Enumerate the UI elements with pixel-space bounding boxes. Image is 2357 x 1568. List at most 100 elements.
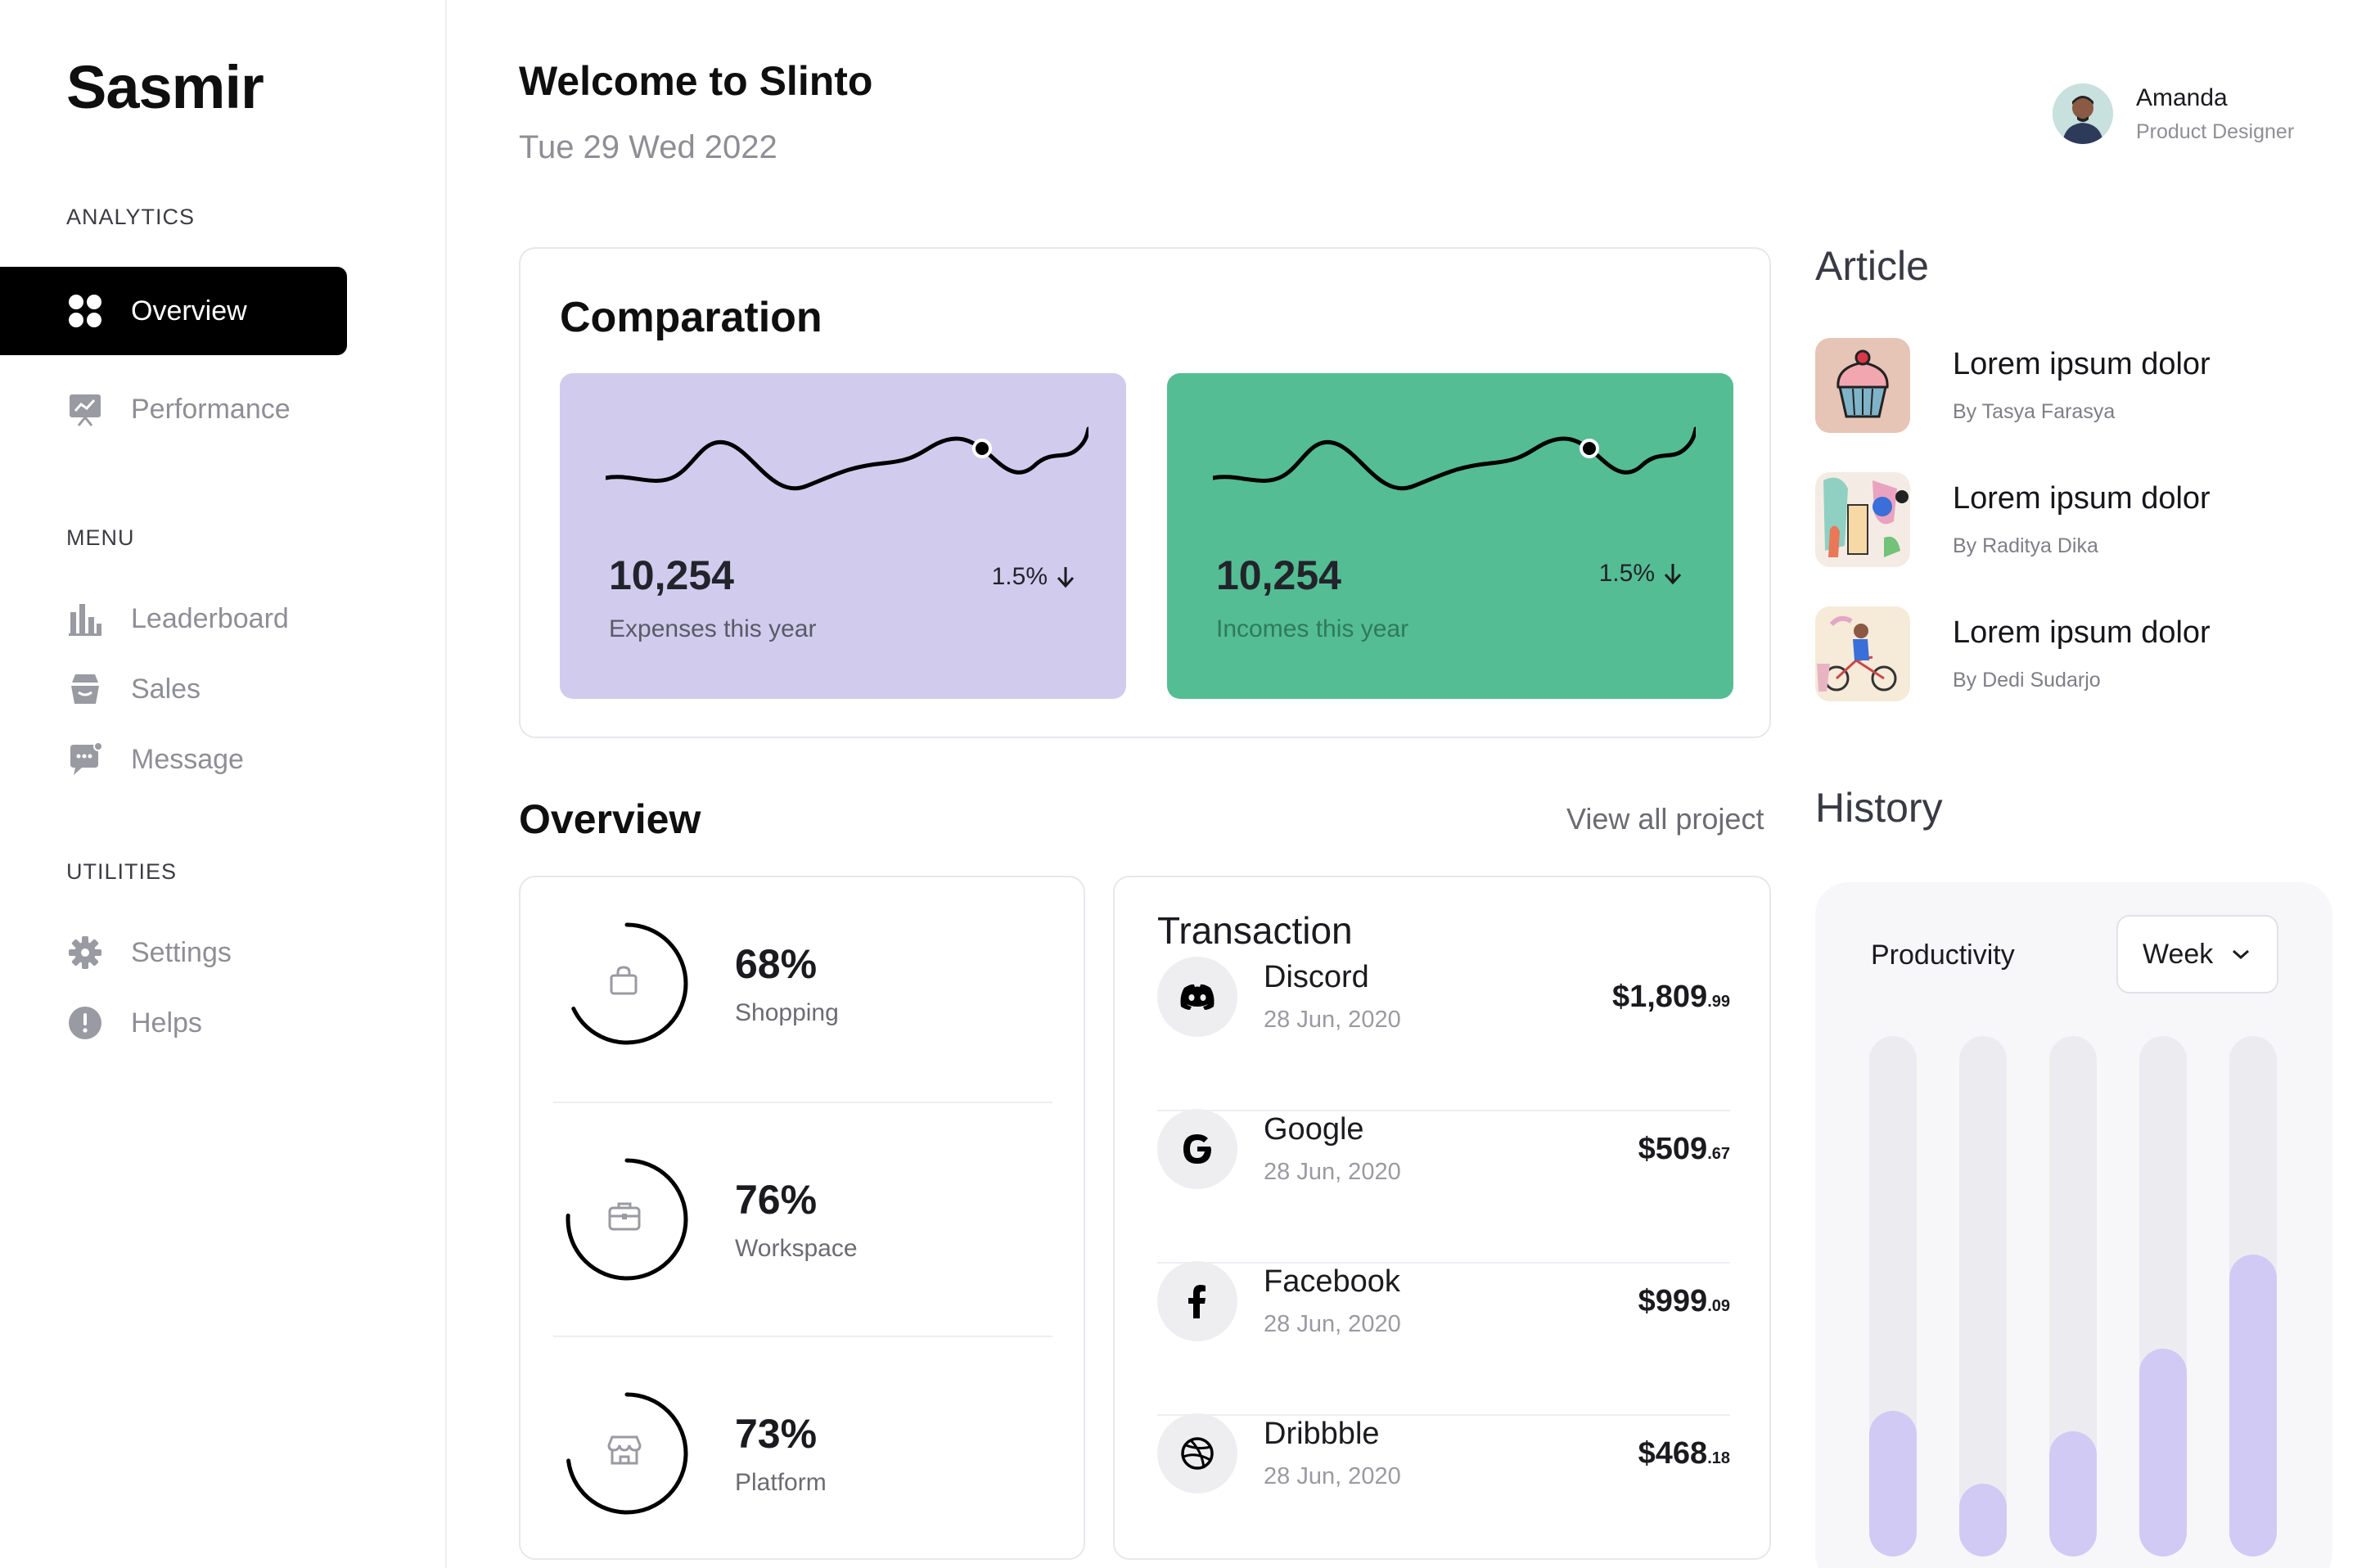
sidebar-item-leaderboard[interactable]: Leaderboard — [0, 574, 347, 663]
article-item[interactable]: Lorem ipsum dolor By Dedi Sudarjo — [1815, 606, 2323, 702]
user-role: Product Designer — [2136, 119, 2295, 143]
transaction-row[interactable]: Google 28 Jun, 2020 $509.67 — [1157, 1100, 1730, 1198]
period-value: Week — [2143, 938, 2214, 970]
stat-platform[interactable]: 73% Platform — [565, 1388, 1048, 1519]
sidebar-item-helps[interactable]: Helps — [0, 979, 347, 1067]
sidebar-item-message[interactable]: Message — [0, 715, 347, 804]
stat-shopping[interactable]: 68% Shopping — [565, 918, 1048, 1049]
article-item[interactable]: Lorem ipsum dolor By Tasya Farasya — [1815, 337, 2323, 434]
productivity-bar — [2049, 1036, 2097, 1557]
brand-logo: Sasmir — [66, 53, 264, 121]
comparation-card: Comparation 10,254 Expenses this year 1.… — [519, 247, 1771, 738]
productivity-bar-fill — [2049, 1431, 2097, 1557]
stat-label: Shopping — [735, 999, 839, 1026]
incomes-value: 10,254 — [1216, 552, 1341, 598]
transaction-date: 28 Jun, 2020 — [1264, 1463, 1401, 1489]
transaction-name: Dribbble — [1264, 1417, 1380, 1451]
article-thumbnail — [1815, 472, 1910, 567]
transaction-date: 28 Jun, 2020 — [1264, 1311, 1401, 1337]
transaction-amount: $468.18 — [1638, 1436, 1730, 1471]
productivity-card: Productivity Week — [1815, 882, 2332, 1568]
page-title: Welcome to Slinto — [519, 58, 873, 104]
article-heading: Lorem ipsum dolor — [1953, 481, 2211, 516]
article-item[interactable]: Lorem ipsum dolor By Raditya Dika — [1815, 471, 2323, 568]
incomes-label: Incomes this year — [1216, 615, 1409, 642]
progress-ring — [565, 921, 689, 1046]
section-analytics: ANALYTICS — [66, 205, 196, 229]
divider — [553, 1336, 1052, 1337]
overview-stats-card: 68% Shopping 76% Workspace — [519, 876, 1085, 1560]
amount-main: $509 — [1638, 1131, 1708, 1166]
sidebar-item-settings[interactable]: Settings — [0, 908, 347, 997]
productivity-label: Productivity — [1871, 939, 2015, 971]
stat-percent: 68% — [735, 941, 818, 987]
transaction-row[interactable]: Discord 28 Jun, 2020 $1,809.99 — [1157, 948, 1730, 1046]
expenses-label: Expenses this year — [609, 615, 817, 642]
view-all-project-link[interactable]: View all project — [1566, 802, 1764, 836]
info-icon — [67, 1005, 103, 1041]
period-select[interactable]: Week — [2116, 915, 2278, 994]
user-profile[interactable]: Amanda Product Designer — [2053, 83, 2294, 144]
grid-icon — [67, 293, 103, 329]
sidebar-item-overview[interactable]: Overview — [0, 267, 347, 355]
sidebar: Sasmir ANALYTICS Overview Performance ME… — [0, 0, 447, 1568]
sidebar-item-label: Settings — [131, 936, 232, 968]
sidebar-item-performance[interactable]: Performance — [0, 365, 347, 453]
section-utilities: UTILITIES — [66, 859, 178, 884]
chevron-down-icon — [2233, 949, 2250, 960]
discord-icon — [1157, 957, 1237, 1037]
transaction-title: Transaction — [1157, 909, 1353, 952]
sidebar-item-label: Overview — [131, 295, 247, 327]
productivity-bar-fill — [2139, 1349, 2187, 1557]
store-icon — [607, 1434, 647, 1473]
stat-percent: 76% — [735, 1177, 818, 1223]
incomes-card[interactable]: 10,254 Incomes this year 1.5% — [1167, 373, 1733, 699]
stat-workspace[interactable]: 76% Workspace — [565, 1154, 1048, 1285]
divider — [553, 1102, 1052, 1103]
amount-cents: .99 — [1707, 992, 1730, 1011]
expenses-card[interactable]: 10,254 Expenses this year 1.5% — [560, 373, 1126, 699]
incomes-change: 1.5% — [1599, 560, 1683, 588]
sidebar-item-label: Leaderboard — [131, 602, 289, 634]
expenses-value: 10,254 — [609, 552, 734, 598]
divider — [1157, 1414, 1730, 1416]
productivity-bar — [2139, 1036, 2187, 1557]
stat-label: Platform — [735, 1469, 827, 1496]
stat-label: Workspace — [735, 1235, 858, 1262]
transaction-amount: $999.09 — [1638, 1284, 1730, 1319]
sidebar-item-label: Message — [131, 743, 244, 775]
amount-cents: .67 — [1707, 1144, 1730, 1163]
incomes-sparkline — [1213, 426, 1696, 491]
transaction-name: Discord — [1264, 960, 1369, 994]
facebook-icon — [1157, 1261, 1237, 1341]
sidebar-item-label: Sales — [131, 673, 201, 705]
sidebar-item-sales[interactable]: Sales — [0, 645, 347, 733]
arrow-down-icon — [1057, 567, 1075, 588]
article-title: Article — [1815, 243, 1929, 289]
chat-icon — [67, 741, 103, 777]
expenses-change: 1.5% — [992, 563, 1075, 591]
gear-icon — [67, 935, 103, 971]
productivity-bar-fill — [1959, 1484, 2007, 1557]
divider — [1157, 1262, 1730, 1264]
article-thumbnail — [1815, 606, 1910, 701]
history-title: History — [1815, 785, 1943, 831]
article-author: By Dedi Sudarjo — [1953, 669, 2101, 692]
presentation-icon — [67, 391, 103, 427]
header-date: Tue 29 Wed 2022 — [519, 129, 777, 165]
amount-main: $1,809 — [1611, 979, 1708, 1014]
productivity-bar — [1869, 1036, 1917, 1557]
transaction-row[interactable]: Dribbble 28 Jun, 2020 $468.18 — [1157, 1404, 1730, 1503]
user-name: Amanda — [2136, 83, 2228, 111]
progress-ring — [565, 1157, 689, 1282]
transaction-name: Google — [1264, 1112, 1364, 1147]
overview-title: Overview — [519, 796, 701, 842]
article-heading: Lorem ipsum dolor — [1953, 615, 2211, 650]
bar-chart-icon — [67, 601, 103, 637]
dribbble-icon — [1157, 1413, 1237, 1494]
transaction-row[interactable]: Facebook 28 Jun, 2020 $999.09 — [1157, 1252, 1730, 1350]
transaction-date: 28 Jun, 2020 — [1264, 1007, 1401, 1033]
transaction-name: Facebook — [1264, 1264, 1400, 1299]
section-menu: MENU — [66, 525, 135, 550]
